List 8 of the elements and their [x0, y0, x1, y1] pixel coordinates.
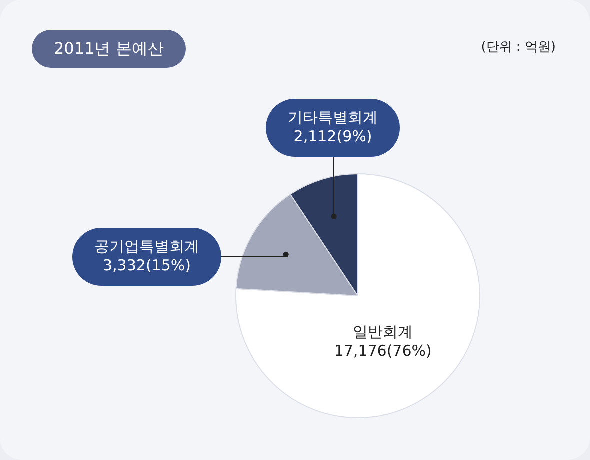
- slice-label: 공기업특별회계: [94, 237, 200, 256]
- data-label: 2,112(9%): [294, 127, 372, 146]
- data-label: 3,332(15%): [103, 256, 191, 274]
- chart-title: 2011년 본예산: [32, 30, 186, 68]
- slice-label: 일반회계: [353, 323, 414, 342]
- text: (단위 : 억원): [481, 39, 556, 56]
- slice-label: 기타특별회계: [288, 108, 378, 126]
- data-label: 17,176(76%): [334, 342, 432, 360]
